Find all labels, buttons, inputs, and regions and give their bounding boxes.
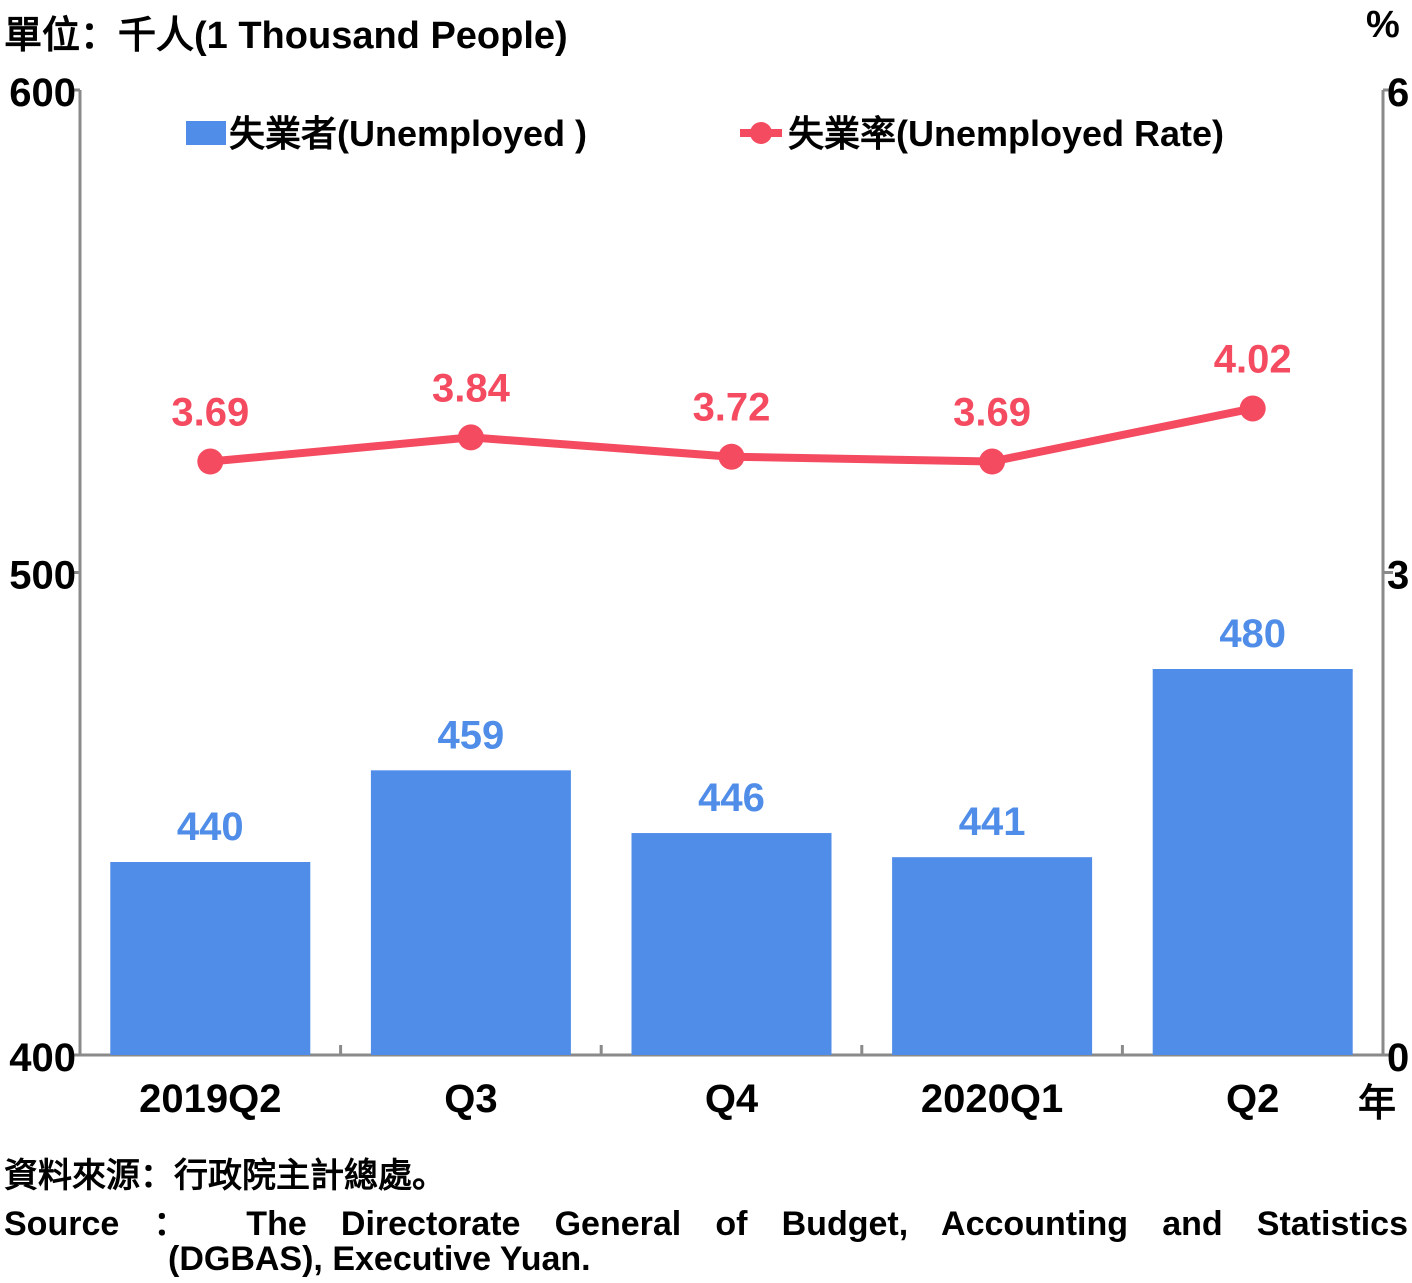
bar-data-label: 440 — [177, 805, 244, 849]
unemployment-chart: 400 500 600 0 3 6 2019Q2 Q3 Q4 2020Q1 Q2 440 459 446… — [9, 71, 1409, 1121]
line-point — [1239, 395, 1266, 422]
line-point — [718, 443, 745, 470]
line-point — [979, 448, 1006, 475]
axes: 400 500 600 0 3 6 2019Q2 Q3 Q4 2020Q1 Q2 — [9, 71, 1409, 1121]
x-axis-tick-label: Q4 — [705, 1077, 759, 1121]
bar — [631, 833, 832, 1055]
legend-line-marker — [750, 122, 772, 144]
legend-bar-swatch — [186, 121, 226, 145]
x-axis-tick-label: 2019Q2 — [139, 1077, 281, 1121]
line-data-label: 3.72 — [693, 386, 771, 430]
bar — [892, 857, 1093, 1055]
left-axis-tick-label: 600 — [9, 71, 76, 115]
left-axis-tick-label: 400 — [9, 1036, 76, 1080]
legend-line-label: 失業率(Unemployed Rate) — [788, 113, 1224, 154]
x-axis-tick-label: Q2 — [1226, 1077, 1279, 1121]
source-english-line-1: Source ： The Directorate General of Budg… — [4, 1205, 1408, 1243]
legend-bar-label: 失業者(Unemployed ) — [229, 113, 587, 154]
line-point — [457, 424, 484, 451]
legend: 失業者(Unemployed ) 失業率(Unemployed Rate) — [186, 113, 1224, 154]
x-axis-tick-label: Q3 — [444, 1077, 497, 1121]
right-axis-tick-label: 3 — [1387, 554, 1409, 598]
bar — [1152, 669, 1353, 1055]
bar-series-unemployed: 440 459 446 441 480 — [110, 612, 1353, 1055]
x-axis-unit-label: 年 — [1358, 1083, 1397, 1125]
right-axis-tick-label: 6 — [1387, 71, 1409, 115]
line-point — [197, 448, 224, 475]
line-data-label: 3.84 — [432, 366, 511, 410]
right-axis-unit-label: % — [1366, 4, 1400, 46]
line-data-label: 3.69 — [171, 391, 249, 435]
bar — [370, 770, 571, 1055]
bar-data-label: 441 — [959, 800, 1026, 844]
line-data-label: 4.02 — [1214, 337, 1292, 381]
source-chinese: 資料來源：行政院主計總處。 — [4, 1157, 446, 1195]
line-series-unemployment-rate: 3.69 3.84 3.72 3.69 4.02 — [171, 337, 1292, 475]
source-english-line-2: (DGBAS), Executive Yuan. — [168, 1240, 591, 1278]
bar-data-label: 446 — [698, 776, 765, 820]
left-axis-unit-label: 單位：千人(1 Thousand People) — [4, 15, 568, 57]
x-axis-tick-label: 2020Q1 — [921, 1077, 1063, 1121]
bar-data-label: 459 — [438, 713, 505, 757]
right-axis-tick-label: 0 — [1387, 1036, 1409, 1080]
line-data-label: 3.69 — [953, 391, 1031, 435]
bar — [110, 862, 311, 1055]
left-axis-tick-label: 500 — [9, 554, 76, 598]
bar-data-label: 480 — [1219, 612, 1286, 656]
